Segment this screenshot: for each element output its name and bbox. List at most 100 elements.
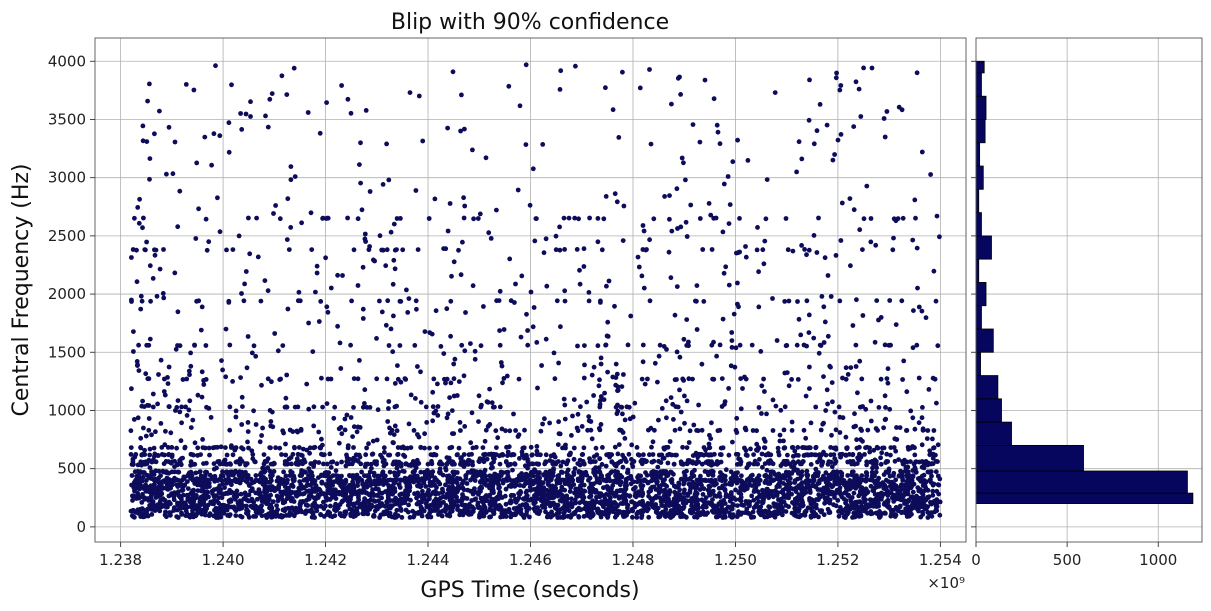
scatter-point (804, 252, 809, 258)
scatter-point (243, 111, 249, 117)
scatter-point (265, 124, 271, 130)
scatter-point (227, 404, 233, 410)
scatter-point (830, 157, 836, 163)
scatter-point (188, 469, 194, 475)
scatter-point (883, 511, 888, 516)
scatter-point (433, 488, 438, 494)
scatter-point (878, 315, 884, 320)
scatter-point (641, 228, 647, 234)
scatter-point (391, 313, 396, 319)
scatter-point (172, 270, 178, 276)
scatter-point (488, 465, 494, 471)
scatter-point (710, 469, 716, 475)
scatter-point (481, 513, 487, 519)
scatter-point (342, 509, 348, 515)
scatter-point (386, 406, 391, 411)
scatter-point (209, 162, 215, 168)
scatter-point (505, 449, 511, 455)
scatter-point (897, 496, 903, 502)
scatter-point (281, 469, 286, 475)
scatter-point (872, 339, 878, 345)
scatter-point (654, 470, 660, 475)
scatter-point (824, 122, 830, 128)
scatter-point (916, 420, 922, 426)
scatter-point (609, 469, 615, 475)
scatter-point (709, 342, 715, 348)
scatter-point (216, 489, 222, 495)
scatter-point (857, 451, 862, 457)
scatter-point (919, 308, 925, 314)
scatter-point (544, 492, 549, 498)
scatter-point (420, 478, 426, 484)
scatter-point (701, 486, 707, 492)
scatter-point (612, 444, 618, 450)
scatter-point (220, 367, 226, 373)
scatter-point (367, 483, 373, 488)
scatter-point (562, 402, 568, 408)
scatter-point (235, 500, 241, 506)
scatter-point (330, 459, 336, 465)
scatter-point (137, 196, 143, 202)
scatter-point (691, 422, 697, 428)
scatter-point (858, 437, 864, 442)
scatter-point (837, 430, 843, 435)
scatter-point (928, 172, 933, 177)
scatter-point (203, 469, 209, 475)
scatter-point (797, 492, 803, 498)
scatter-point (564, 493, 570, 499)
scatter-point (309, 470, 314, 475)
scatter-point (422, 431, 427, 437)
scatter-point (784, 482, 789, 488)
scatter-point (851, 207, 857, 213)
scatter-point (283, 473, 289, 479)
scatter-point (381, 472, 386, 478)
scatter-point (629, 442, 635, 448)
scatter-point (279, 73, 285, 79)
scatter-point (143, 433, 149, 439)
scatter-point (497, 461, 503, 467)
scatter-point (388, 326, 394, 332)
scatter-point (401, 469, 407, 474)
scatter-point (175, 507, 180, 513)
scatter-point (382, 449, 387, 455)
scatter-point (626, 451, 632, 457)
scatter-point (597, 427, 603, 433)
scatter-point (166, 124, 172, 130)
scatter-point (470, 147, 475, 153)
scatter-point (406, 421, 412, 427)
scatter-point (226, 120, 232, 126)
scatter-point (793, 489, 799, 494)
scatter-point (179, 488, 185, 493)
scatter-point (231, 470, 237, 475)
scatter-point (359, 477, 365, 483)
scatter-point (668, 275, 674, 281)
scatter-point (438, 495, 444, 501)
scatter-point (563, 477, 569, 483)
scatter-point (582, 343, 587, 348)
scatter-point (230, 452, 236, 458)
scatter-point (928, 469, 934, 475)
scatter-point (312, 500, 317, 505)
scatter-point (661, 469, 666, 474)
scatter-point (548, 477, 554, 483)
scatter-point (700, 492, 706, 497)
scatter-point (334, 461, 340, 467)
scatter-point (714, 493, 719, 499)
scatter-point (630, 514, 635, 520)
scatter-point (670, 401, 676, 407)
scatter-point (348, 487, 354, 493)
scatter-point (201, 499, 207, 505)
scatter-point (367, 244, 372, 249)
scatter-point (519, 473, 525, 479)
scatter-point (575, 493, 581, 499)
scatter-point (258, 495, 264, 500)
scatter-point (138, 435, 144, 441)
scatter-point (742, 487, 747, 493)
scatter-point (147, 336, 153, 342)
scatter-point (654, 508, 660, 514)
scatter-point (829, 464, 835, 470)
scatter-point (811, 141, 817, 147)
scatter-point (627, 493, 633, 499)
scatter-point (524, 488, 530, 494)
